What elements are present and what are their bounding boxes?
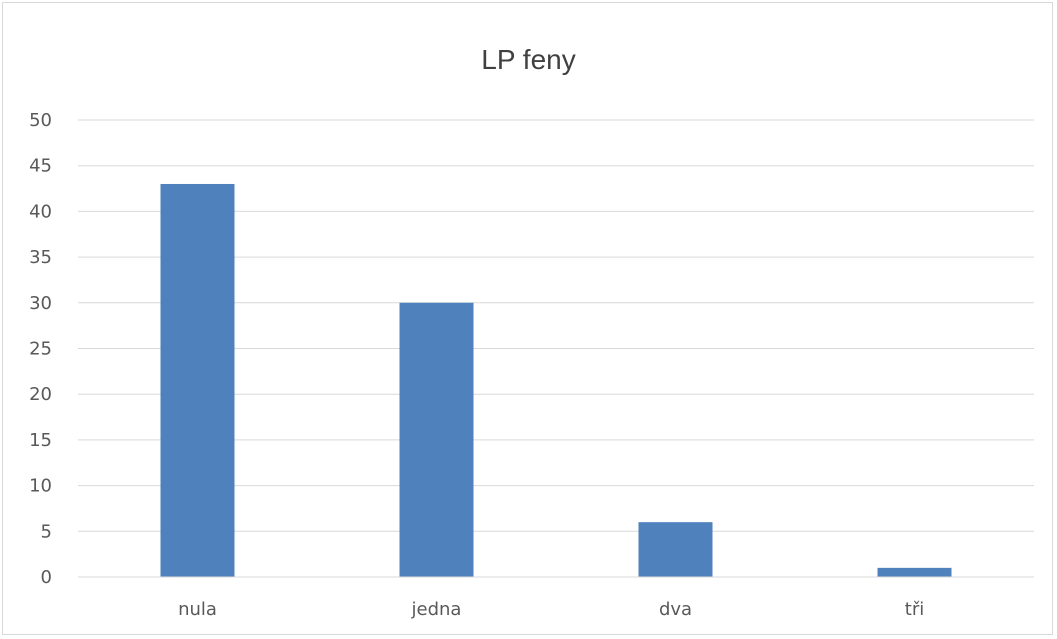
y-tick-label: 20 [29, 384, 52, 405]
x-axis-category-labels: nula jedna dva tři [178, 599, 924, 620]
y-tick-label: 0 [41, 567, 52, 588]
bar-dva [638, 522, 713, 577]
gridlines [78, 119, 1034, 532]
y-tick-label: 30 [29, 293, 52, 314]
x-category-label: jedna [411, 599, 462, 620]
y-tick-label: 25 [29, 339, 52, 360]
y-tick-label: 50 [29, 110, 52, 131]
y-tick-label: 15 [29, 430, 52, 451]
x-category-label: tři [905, 599, 924, 620]
bar-jedna [399, 302, 474, 577]
y-tick-label: 10 [29, 476, 52, 497]
bars [160, 183, 952, 578]
x-category-label: nula [178, 599, 217, 620]
y-axis-tick-labels: 0 5 10 15 20 25 30 35 40 45 50 [29, 110, 52, 588]
y-tick-label: 45 [29, 156, 52, 177]
y-tick-label: 40 [29, 201, 52, 222]
x-category-label: dva [659, 599, 692, 620]
bar-tři [877, 567, 952, 577]
y-tick-label: 5 [41, 521, 52, 542]
y-tick-label: 35 [29, 247, 52, 268]
bar-nula [160, 183, 235, 578]
chart-title: LP feny [481, 44, 576, 75]
